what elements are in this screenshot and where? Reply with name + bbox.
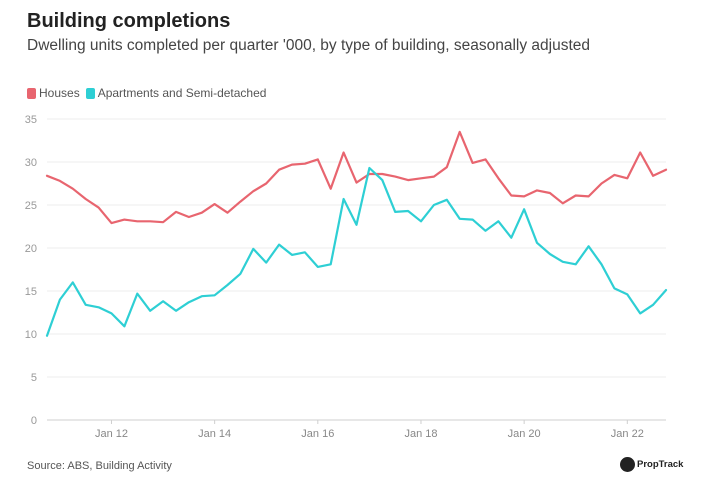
- proptrack-logo: PropTrack: [620, 457, 683, 472]
- source-note: Source: ABS, Building Activity: [27, 460, 172, 472]
- legend-item-apartments: Apartments and Semi-detached: [85, 86, 267, 100]
- x-tick-label: Jan 20: [508, 428, 541, 440]
- chart-title: Building completions: [27, 10, 231, 32]
- series-line-apartments: [45, 166, 668, 337]
- y-tick-label: 30: [25, 157, 37, 169]
- y-tick-label: 0: [31, 415, 37, 427]
- legend-label-houses: Houses: [39, 86, 80, 100]
- x-tick-label: Jan 22: [611, 428, 644, 440]
- y-tick-label: 15: [25, 286, 37, 298]
- y-tick-label: 10: [25, 329, 37, 341]
- legend-swatch-apartments: [85, 87, 95, 99]
- y-tick-label: 35: [25, 114, 37, 126]
- x-tick-label: Jan 18: [404, 428, 437, 440]
- legend-swatch-houses: [27, 87, 36, 99]
- y-tick-label: 5: [31, 372, 37, 384]
- y-tick-label: 25: [25, 200, 37, 212]
- x-tick-label: Jan 16: [301, 428, 334, 440]
- legend-item-houses: Houses: [27, 86, 80, 100]
- legend-label-apartments: Apartments and Semi-detached: [97, 86, 267, 100]
- chart-subtitle: Dwelling units completed per quarter '00…: [27, 37, 591, 54]
- x-tick-label: Jan 12: [95, 428, 128, 440]
- y-tick-label: 20: [25, 243, 37, 255]
- series-line-houses: [45, 130, 668, 225]
- legend: Houses Apartments and Semi-detached: [27, 86, 272, 100]
- x-tick-label: Jan 14: [198, 428, 231, 440]
- proptrack-logo-icon: [620, 457, 635, 472]
- brand-name: PropTrack: [637, 459, 684, 470]
